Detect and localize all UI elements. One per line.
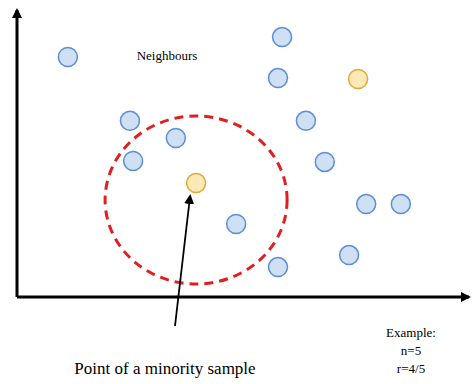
pointer-arrow	[175, 196, 190, 326]
point	[269, 258, 288, 277]
annotation: r=4/5	[397, 361, 425, 376]
points	[58, 28, 410, 277]
chart: Neighbours Point of a minority sample Exam…	[0, 0, 476, 384]
point	[120, 111, 139, 130]
point	[58, 48, 77, 67]
point	[349, 69, 368, 88]
annotation: Neighbours	[137, 48, 198, 63]
point	[227, 215, 246, 234]
annotation: n=5	[401, 343, 421, 358]
point	[357, 195, 376, 214]
annotation: Example:	[386, 325, 436, 340]
point	[166, 128, 185, 147]
point	[187, 174, 206, 193]
annotation: Point of a minority sample	[74, 359, 255, 378]
point	[315, 152, 334, 171]
point	[124, 152, 143, 171]
point	[391, 195, 410, 214]
neighbour-circle	[105, 116, 287, 284]
point	[340, 246, 359, 265]
y-axis	[16, 10, 19, 297]
point	[296, 111, 315, 130]
point	[269, 69, 288, 88]
x-axis	[17, 296, 469, 299]
point	[273, 28, 292, 47]
